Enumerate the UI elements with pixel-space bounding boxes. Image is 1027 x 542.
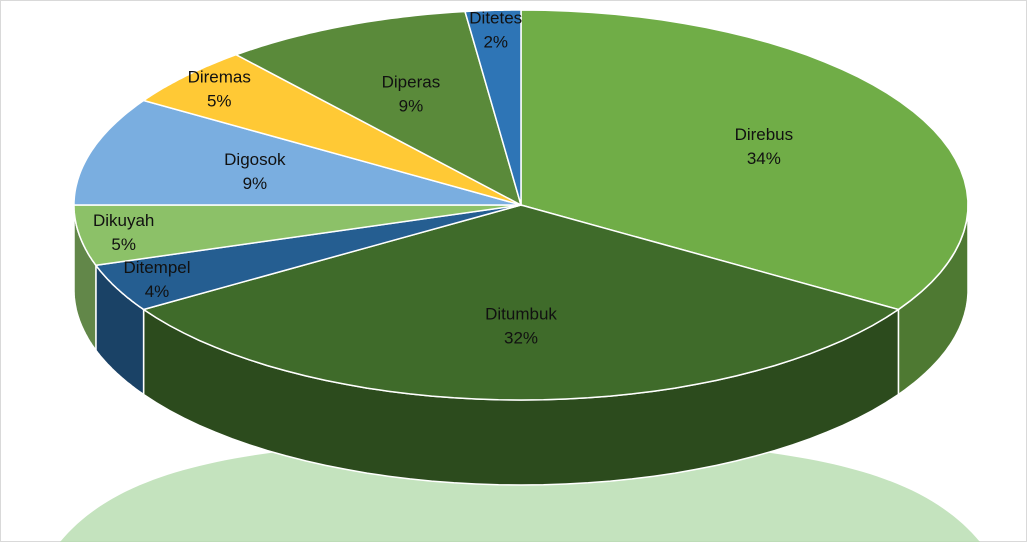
slice-value-label: 34%: [747, 149, 781, 168]
slice-value-label: 32%: [504, 328, 538, 347]
slice-value-label: 9%: [243, 174, 268, 193]
chart: Direbus 34% Ditumbuk 32% Ditempel 4% Dikuyah 5%…: [0, 0, 1027, 542]
slice-label: Ditempel: [123, 258, 190, 277]
slice-value-label: 5%: [207, 91, 232, 110]
slice-value-label: 5%: [111, 235, 136, 254]
slice-label: Ditetes: [469, 8, 522, 27]
slice-label: Diremas: [188, 67, 251, 86]
slice-label: Diperas: [382, 73, 441, 92]
slice-value-label: 2%: [483, 32, 508, 51]
slice-label: Ditumbuk: [485, 304, 557, 323]
slice-value-label: 9%: [399, 97, 424, 116]
slice-label: Digosok: [224, 150, 286, 169]
slice-label: Dikuyah: [93, 211, 154, 230]
slice-value-label: 4%: [145, 282, 170, 301]
pie: Direbus 34% Ditumbuk 32% Ditempel 4% Dikuyah 5%…: [74, 8, 968, 485]
slice-label: Direbus: [735, 125, 794, 144]
